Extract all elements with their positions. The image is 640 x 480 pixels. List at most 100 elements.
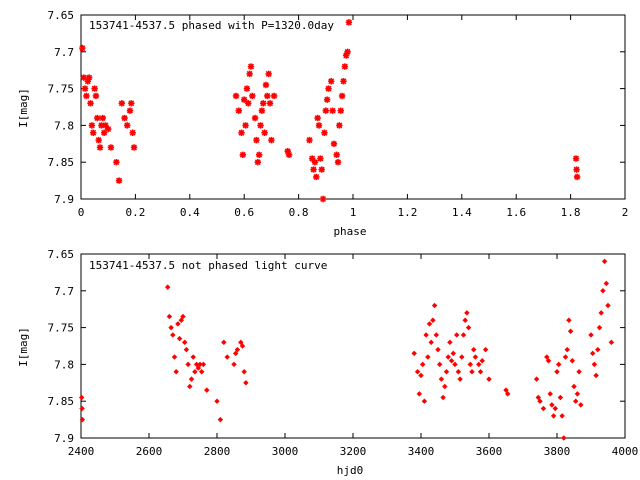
phased-plot-data-point bbox=[306, 136, 313, 144]
phased-plot-data-point bbox=[341, 63, 349, 70]
unphased-plot-data-point bbox=[559, 413, 565, 419]
unphased-plot-data-point bbox=[596, 324, 603, 331]
unphased-plot-data-point bbox=[533, 376, 540, 382]
unphased-plot-data-point bbox=[414, 369, 421, 375]
unphased-plot-ytick-label: 7.7 bbox=[54, 285, 74, 298]
unphased-plot-data-point bbox=[552, 405, 559, 412]
phased-plot-data-point bbox=[328, 78, 335, 85]
unphased-plot-data-point bbox=[593, 372, 599, 379]
phased-plot-data-point bbox=[115, 177, 123, 184]
unphased-plot-data-point bbox=[540, 405, 547, 412]
unphased-plot-data-point bbox=[600, 288, 606, 294]
unphased-plot-data-point bbox=[79, 405, 85, 412]
unphased-plot-data-point bbox=[555, 361, 562, 368]
unphased-plot-xtick-label: 3400 bbox=[408, 445, 435, 458]
unphased-plot-data-point bbox=[549, 402, 555, 408]
unphased-plot-ylabel: I[mag] bbox=[17, 327, 30, 367]
unphased-plot-data-point bbox=[234, 346, 241, 353]
phased-plot-data-point bbox=[91, 85, 98, 92]
phased-plot-data-point bbox=[243, 85, 251, 92]
phased-plot-data-point bbox=[88, 122, 96, 129]
phased-plot-data-point bbox=[126, 107, 134, 114]
phased-plot-data-point bbox=[258, 107, 266, 114]
unphased-plot-ytick-label: 7.65 bbox=[48, 248, 75, 261]
phased-plot-data-point bbox=[113, 159, 120, 166]
unphased-plot-data-point bbox=[239, 343, 246, 349]
phased-plot-xtick-label: 0.8 bbox=[289, 206, 309, 219]
unphased-plot-data-point bbox=[578, 402, 584, 408]
phased-plot-frame bbox=[80, 14, 626, 200]
phased-plot-ylabel: I[mag] bbox=[17, 88, 30, 128]
unphased-plot-ytick-label: 7.9 bbox=[54, 432, 74, 445]
unphased-plot-data-point bbox=[457, 376, 463, 382]
phased-plot-title: 153741-4537.5 phased with P=1320.0day bbox=[89, 19, 334, 32]
phased-plot-data-point bbox=[323, 96, 331, 103]
unphased-plot-data-point bbox=[166, 313, 173, 320]
unphased-plot-data-point bbox=[574, 391, 581, 397]
unphased-plot-data-point bbox=[418, 372, 424, 379]
phased-plot-data-point bbox=[253, 136, 260, 144]
unphased-plot-data-point bbox=[462, 317, 468, 323]
phased-plot-data-point bbox=[309, 155, 316, 162]
phased-plot-xtick-label: 0 bbox=[78, 206, 85, 219]
unphased-plot-data-point bbox=[178, 317, 185, 323]
unphased-plot-data-point bbox=[537, 398, 543, 404]
unphased-plot-data-point bbox=[476, 361, 482, 368]
unphased-plot-data-point bbox=[78, 394, 85, 401]
unphased-plot-data-point bbox=[438, 376, 445, 382]
unphased-plot-xtick-label: 4000 bbox=[612, 445, 639, 458]
unphased-plot-data-point bbox=[448, 357, 455, 364]
unphased-plot-data-point bbox=[200, 361, 207, 368]
unphased-plot-data-point bbox=[435, 346, 441, 353]
unphased-plot-data-point bbox=[595, 346, 601, 353]
phased-plot-data-point bbox=[124, 122, 131, 129]
unphased-plot-data-point bbox=[589, 350, 596, 357]
unphased-plot-panel: 2400 2600 2800 3000 3200 3400 3600 3800 4000 7.65… bbox=[17, 248, 638, 477]
phased-plot-xtick-label: 0.4 bbox=[180, 206, 200, 219]
unphased-plot-data-point bbox=[411, 350, 417, 357]
phased-plot-data-point bbox=[118, 100, 125, 107]
unphased-plot-data-point bbox=[450, 350, 457, 357]
phased-plot-data-point bbox=[96, 144, 104, 151]
phased-plot-data-point bbox=[100, 129, 108, 136]
phased-plot-data-point bbox=[241, 96, 248, 103]
unphased-plot-data-point bbox=[243, 380, 249, 386]
unphased-plot-data-point bbox=[214, 398, 220, 404]
phased-plot-data-point bbox=[266, 100, 274, 107]
phased-plot-data-point bbox=[333, 151, 340, 159]
phased-plot-xtick-label: 1 bbox=[350, 206, 357, 219]
unphased-plot-data-point bbox=[79, 416, 86, 423]
unphased-plot-data-point bbox=[547, 391, 553, 397]
phased-plot-data-point bbox=[255, 151, 263, 159]
phased-plot-ytick-label: 7.9 bbox=[54, 193, 74, 206]
unphased-plot-data-point bbox=[472, 354, 479, 360]
phased-plot-data-point bbox=[337, 107, 344, 114]
unphased-plot-data-point bbox=[459, 354, 465, 360]
unphased-plot-data-point bbox=[198, 369, 205, 375]
unphased-plot-data-point bbox=[486, 376, 492, 382]
unphased-plot-data-point bbox=[192, 369, 198, 375]
phased-plot-data-point bbox=[344, 48, 351, 55]
unphased-plot-data-point bbox=[175, 321, 181, 327]
phased-plot-data-point bbox=[260, 100, 267, 107]
phased-plot-data-point bbox=[105, 125, 112, 133]
phased-plot-data-point bbox=[80, 74, 87, 81]
phased-plot-data-point bbox=[92, 92, 100, 100]
unphased-plot-data-point bbox=[185, 361, 191, 368]
phased-plot-data-point bbox=[336, 122, 343, 129]
unphased-plot-data-point bbox=[183, 346, 190, 353]
phased-plot-ytick-label: 7.85 bbox=[48, 156, 75, 169]
unphased-plot-data-point bbox=[440, 394, 446, 401]
unphased-plot-data-point bbox=[464, 310, 470, 316]
phased-plot-data-point bbox=[318, 166, 325, 173]
phased-plot-data-point bbox=[261, 129, 268, 136]
phased-plot-data-point bbox=[81, 85, 89, 92]
unphased-plot-xlabel: hjd0 bbox=[337, 464, 364, 477]
unphased-plot-data-point bbox=[168, 324, 174, 331]
unphased-plot-xtick-label: 3600 bbox=[476, 445, 503, 458]
phased-plot-data-point bbox=[94, 114, 101, 122]
phased-plot-ytick-label: 7.75 bbox=[48, 83, 75, 96]
unphased-plot-data-point bbox=[453, 332, 460, 338]
unphased-plot-data-point bbox=[433, 332, 440, 338]
unphased-plot-data-point bbox=[195, 365, 202, 371]
